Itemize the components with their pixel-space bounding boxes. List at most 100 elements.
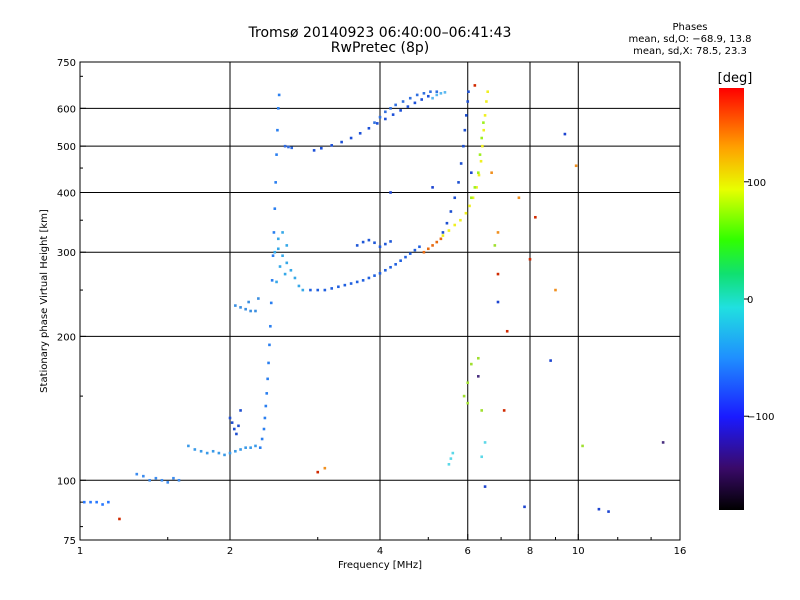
data-point — [290, 146, 294, 150]
data-point — [459, 162, 463, 165]
data-point — [118, 517, 121, 521]
data-point — [471, 196, 475, 200]
y-tick-label: 750 — [57, 58, 76, 69]
y-tick-label: 200 — [57, 332, 76, 343]
data-point — [534, 215, 537, 219]
data-point — [480, 455, 484, 459]
data-point — [228, 451, 232, 455]
x-tick-label: 1 — [77, 546, 83, 557]
data-point — [254, 444, 257, 448]
data-point — [431, 244, 434, 247]
x-tick-label: 6 — [465, 546, 471, 557]
data-point — [289, 268, 293, 272]
data-point — [249, 446, 252, 449]
data-point — [449, 210, 453, 213]
data-point — [166, 481, 170, 484]
data-point — [281, 231, 284, 234]
data-point — [254, 309, 257, 313]
data-point — [502, 409, 506, 412]
data-point — [244, 446, 247, 449]
data-point — [399, 109, 402, 112]
data-point — [160, 478, 164, 482]
data-point — [470, 171, 473, 175]
colorbar — [719, 88, 744, 510]
data-point — [247, 300, 250, 304]
data-point — [269, 301, 273, 305]
data-point — [426, 247, 430, 251]
data-point — [217, 451, 221, 455]
data-point — [264, 404, 268, 408]
data-point — [441, 234, 445, 237]
data-point — [272, 231, 276, 234]
data-point — [496, 300, 500, 304]
data-point — [581, 444, 584, 448]
data-point — [496, 231, 500, 234]
data-point — [367, 238, 371, 242]
data-point — [528, 257, 532, 261]
data-point — [422, 250, 426, 254]
data-point — [554, 288, 557, 292]
data-point — [505, 329, 509, 333]
y-tick-label: 300 — [57, 248, 76, 259]
x-axis-label: Frequency [MHz] — [338, 560, 422, 571]
data-point — [468, 204, 471, 208]
data-point — [483, 114, 487, 117]
data-point — [391, 113, 395, 116]
data-point — [349, 136, 353, 140]
phase-stats-title: Phases — [672, 22, 708, 33]
data-point — [431, 186, 434, 189]
colorbar-tick-label: 100 — [747, 178, 766, 189]
data-point — [276, 128, 279, 132]
data-point — [309, 288, 312, 292]
data-point — [273, 207, 277, 210]
chart-title-line2: RwPretec (8p) — [330, 40, 430, 56]
data-point — [249, 309, 252, 313]
data-point — [394, 263, 397, 266]
data-point — [473, 84, 477, 87]
y-axis: 75 100 200 300 400 500 600 750 — [57, 58, 86, 547]
data-point — [285, 261, 289, 265]
data-point — [477, 356, 480, 360]
data-point — [462, 394, 466, 398]
data-point — [389, 240, 392, 243]
data-point — [330, 287, 334, 290]
data-points — [82, 84, 665, 521]
data-point — [223, 453, 226, 457]
data-point — [320, 146, 323, 150]
data-point — [435, 240, 439, 244]
data-point — [449, 457, 453, 460]
phase-stats-o-mode: mean, sd,O: −68.9, 13.8 — [628, 34, 752, 45]
data-point — [276, 107, 280, 110]
data-point — [330, 144, 334, 147]
data-point — [478, 153, 482, 156]
data-point — [399, 259, 402, 262]
data-point — [270, 279, 274, 282]
data-point — [266, 377, 269, 381]
data-point — [268, 343, 271, 347]
data-point — [466, 100, 470, 103]
data-point — [464, 114, 468, 117]
data-point — [480, 136, 484, 140]
colorbar-axis: 100 0 −100 — [744, 178, 774, 423]
data-point — [187, 444, 190, 448]
data-point — [237, 424, 240, 428]
colorbar-label: [deg] — [718, 71, 753, 86]
data-point — [361, 240, 365, 244]
data-point — [367, 126, 371, 130]
colorbar-tick-label: 0 — [747, 295, 753, 306]
data-point — [283, 144, 287, 148]
data-point — [445, 221, 449, 225]
data-point — [232, 427, 236, 431]
data-point — [205, 451, 209, 455]
data-point — [361, 279, 365, 282]
data-point — [404, 255, 407, 259]
data-point — [443, 91, 447, 94]
data-point — [439, 237, 443, 241]
data-point — [384, 117, 387, 121]
x-tick-label: 16 — [674, 546, 687, 557]
y-tick-label: 100 — [57, 476, 76, 487]
data-point — [435, 90, 439, 94]
x-tick-label: 8 — [527, 546, 533, 557]
data-point — [447, 229, 451, 232]
data-point — [435, 93, 439, 97]
